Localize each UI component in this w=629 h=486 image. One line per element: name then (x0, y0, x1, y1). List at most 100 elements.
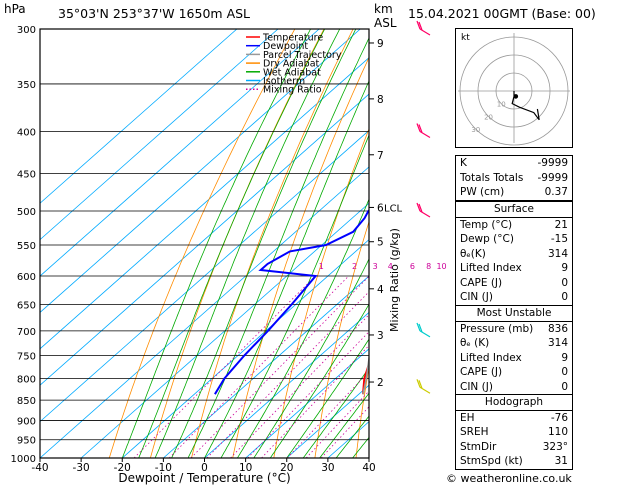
isotherm-line (40, 57, 369, 350)
surface-title: Surface (456, 202, 572, 218)
most-unstable-row: Lifted Index 9 (456, 351, 572, 366)
isotherm-line (204, 311, 369, 458)
legend-label: Wet Adiabat (263, 67, 321, 78)
hpa-label: hPa (4, 2, 26, 16)
legend-label: Dewpoint (263, 41, 308, 52)
legend-label: Mixing Ratio (263, 85, 322, 96)
most-unstable-row: θₑ (K) 314 (456, 336, 572, 351)
pressure-tick-label: 300 (17, 25, 36, 36)
most-unstable-label: Lifted Index (460, 351, 522, 364)
x-tick-label: 10 (239, 462, 252, 474)
index-value: -9999 (537, 171, 568, 184)
wind-barb (416, 202, 431, 218)
surface-row: Temp (°C) 21 (456, 218, 572, 233)
wet-adiabat-line (286, 338, 369, 458)
hodograph-stat-row: EH -76 (456, 411, 572, 426)
hodograph-ring-label: 30 (471, 126, 480, 134)
indices-table: K -9999 Totals Totals -9999 PW (cm) 0.37 (455, 155, 573, 201)
most-unstable-row: CIN (J) 0 (456, 380, 572, 395)
legend-label: Temperature (262, 33, 323, 44)
dry-adiabat-line (355, 365, 369, 458)
most-unstable-value: 314 (547, 337, 568, 349)
surface-row: CIN (J) 0 (456, 290, 572, 305)
x-tick-label: -20 (114, 462, 131, 474)
isotherm-line (80, 202, 369, 458)
hodograph-stat-row: StmDir 323° (456, 440, 572, 455)
surface-label: Dewp (°C) (460, 233, 514, 245)
index-label: K (460, 157, 467, 169)
pressure-tick-label: 800 (17, 374, 36, 385)
hodograph-stat-value: 110 (547, 426, 568, 438)
index-row: PW (cm) 0.37 (456, 185, 572, 200)
km-label: km (374, 2, 393, 16)
index-label: Totals Totals (460, 171, 524, 184)
km-tick-label: 2 (377, 377, 384, 389)
wet-adiabat-line (319, 392, 369, 458)
km-tick-label: 9 (377, 38, 384, 50)
km-tick-label: 8 (377, 94, 384, 106)
x-tick-label: -10 (155, 462, 172, 474)
x-tick-label: -30 (73, 462, 90, 474)
most-unstable-label: Pressure (mb) (460, 322, 534, 335)
hodograph-ring-label: 20 (484, 113, 493, 121)
isotherm-line (286, 384, 369, 458)
hodograph-table-title: Hodograph (456, 395, 572, 411)
wind-barb (416, 20, 431, 36)
x-tick-label: 20 (280, 462, 293, 474)
wind-barb (416, 123, 431, 139)
surface-label: CAPE (J) (460, 276, 503, 289)
surface-value: -15 (550, 233, 568, 245)
x-tick-label: 0 (201, 462, 208, 474)
km-tick-label: 3 (377, 330, 384, 342)
mixing-ratio-line (168, 275, 349, 458)
hodograph-stat-label: EH (460, 411, 475, 424)
most-unstable-table: Most Unstable Pressure (mb) 836 θₑ (K) 314 L… (455, 305, 573, 395)
mixing-ratio-label: 8 (426, 262, 431, 271)
surface-row: CAPE (J) 0 (456, 276, 572, 291)
pressure-tick-label: 350 (17, 80, 36, 91)
isotherm-line (245, 348, 369, 458)
legend-label: Isotherm (263, 76, 305, 87)
mixing-ratio-label: 4 (388, 262, 393, 271)
pressure-tick-label: 900 (17, 416, 36, 427)
pressure-tick-label: 600 (17, 272, 36, 283)
pressure-tick-label: 1000 (11, 454, 36, 465)
x-tick-label: 40 (362, 462, 375, 474)
mixing-ratio-label: 3 (373, 262, 378, 271)
surface-label: CIN (J) (460, 291, 493, 303)
pressure-tick-label: 400 (17, 128, 36, 139)
asl-label: ASL (374, 16, 397, 30)
surface-label: θₑ(K) (460, 247, 486, 260)
dry-adiabat-line (599, 29, 629, 458)
hodograph-kt-label: kt (461, 33, 470, 43)
isotherm-line (163, 275, 369, 458)
hodograph-stat-value: 323° (542, 440, 568, 453)
most-unstable-value: 0 (561, 366, 568, 378)
mixing-ratio-line (287, 371, 369, 458)
hodograph-stat-label: StmSpd (kt) (460, 455, 523, 467)
mixing-ratio-axis-label: Mixing Ratio (g/kg) (388, 228, 401, 332)
hodograph-stat-value: 31 (554, 455, 568, 467)
isotherm-line (40, 93, 369, 386)
most-unstable-value: 836 (547, 322, 568, 335)
index-label: PW (cm) (460, 186, 505, 198)
surface-value: 21 (554, 218, 568, 231)
surface-row: θₑ(K) 314 (456, 247, 572, 262)
pressure-tick-label: 500 (17, 207, 36, 218)
surface-row: Lifted Index 9 (456, 261, 572, 276)
km-tick-label: 5 (377, 237, 384, 249)
isotherm-line (40, 29, 361, 313)
pressure-tick-label: 650 (17, 301, 36, 312)
pressure-tick-label: 550 (17, 241, 36, 252)
most-unstable-value: 9 (561, 351, 568, 364)
most-unstable-label: CIN (J) (460, 380, 493, 393)
legend-label: Parcel Trajectory (263, 50, 342, 61)
datetime-label: 15.04.2021 00GMT (Base: 00) (408, 6, 596, 21)
most-unstable-row: Pressure (mb) 836 (456, 322, 572, 337)
index-row: K -9999 (456, 156, 572, 171)
km-tick-label: 6 (377, 202, 384, 214)
legend-label: Dry Adiabat (263, 59, 320, 70)
copyright: © weatheronline.co.uk (446, 472, 572, 485)
mixing-ratio-label: 2 (352, 262, 357, 271)
